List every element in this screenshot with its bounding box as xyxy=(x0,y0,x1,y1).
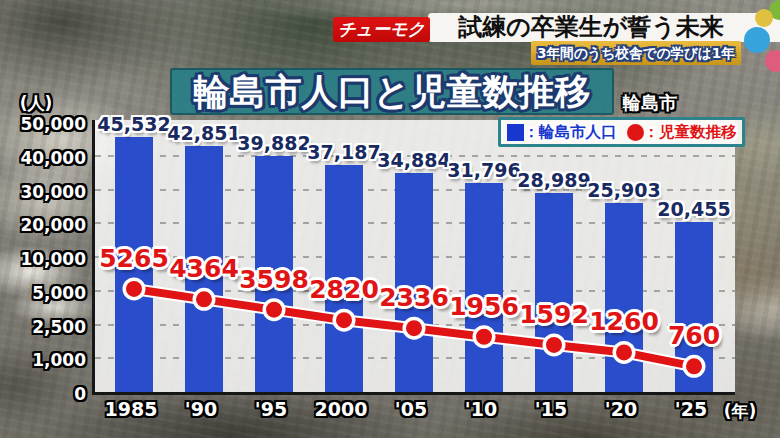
y-tick-label: 20,000 xyxy=(4,215,86,235)
chart-title-box: 輪島市人口と児童数推移 xyxy=(170,68,614,115)
legend-children-swatch xyxy=(627,124,644,141)
y-axis-unit: (人) xyxy=(8,92,64,115)
decor-circle-yellow xyxy=(755,9,773,27)
headline-bar: 試練の卒業生が誓う未来 xyxy=(428,13,780,42)
chart-title: 輪島市人口と児童数推移 xyxy=(194,69,591,114)
badge-text: チューモク xyxy=(338,18,425,41)
subheadline-text: 3年間のうち校舎での学びは1年 xyxy=(537,41,735,65)
y-tick-label: 30,000 xyxy=(4,182,86,202)
legend-population-swatch xyxy=(507,124,524,141)
decor-circle-pink xyxy=(765,50,780,72)
children-value-label: 760 xyxy=(639,322,749,350)
location-label: 輪島市 xyxy=(610,91,690,115)
y-tick-label: 1,000 xyxy=(4,350,86,370)
decor-circle-blue xyxy=(744,27,770,53)
x-axis-unit: (年) xyxy=(715,400,765,423)
legend-children-label: ：児童数推移 xyxy=(644,122,737,143)
y-tick-label: 0 xyxy=(4,384,86,404)
tv-graphic: 試練の卒業生が誓う未来 チューモク 3年間のうち校舎での学びは1年 45,532… xyxy=(0,0,780,438)
y-tick-label: 10,000 xyxy=(4,249,86,269)
y-tick-label: 40,000 xyxy=(4,148,86,168)
plot-area: 45,53242,85139,88237,18734,88431,79628,9… xyxy=(92,120,735,395)
legend-population-label: ：輪島市人口 xyxy=(524,122,617,143)
legend: ：輪島市人口 ：児童数推移 xyxy=(498,117,745,147)
y-tick-label: 50,000 xyxy=(4,114,86,134)
attention-badge: チューモク xyxy=(333,17,430,42)
y-tick-label: 2,500 xyxy=(4,317,86,337)
y-tick-label: 5,000 xyxy=(4,283,86,303)
headline-text: 試練の卒業生が誓う未来 xyxy=(458,13,724,42)
subheadline-bar: 3年間のうち校舎での学びは1年 xyxy=(531,41,741,65)
